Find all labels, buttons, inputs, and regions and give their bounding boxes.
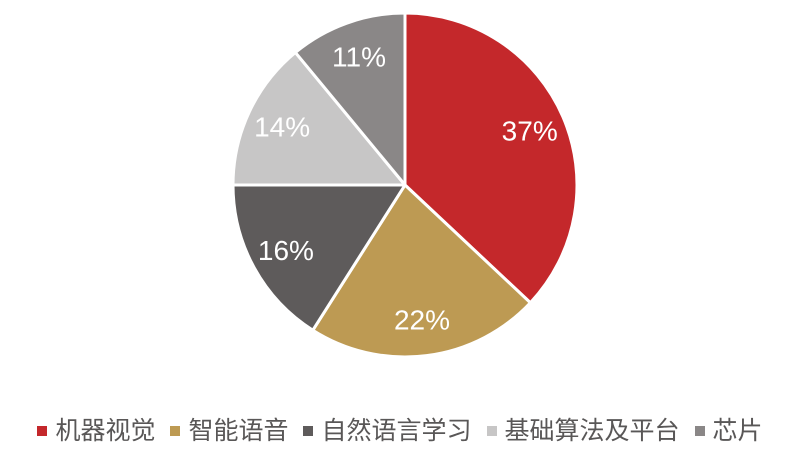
pie-slice <box>293 11 407 187</box>
pie-slice <box>231 50 407 187</box>
legend-swatch-icon <box>694 426 705 436</box>
legend-item: 智能语音 <box>170 415 288 448</box>
legend-label: 自然语言学习 <box>321 416 472 445</box>
pie-slice-label: 11% <box>332 42 386 73</box>
legend-item: 芯片 <box>694 415 763 448</box>
chart-legend: 机器视觉 智能语音 自然语言学习 基础算法及平台 芯片 <box>0 410 800 452</box>
legend-item: 机器视觉 <box>37 415 155 448</box>
legend-label: 智能语音 <box>188 416 289 445</box>
pie-slice <box>311 183 532 359</box>
pie-plot-area: 37% 22% 16% 14% 11% <box>231 11 579 359</box>
pie-slice-label: 16% <box>258 235 314 266</box>
pie-slice-label: 14% <box>254 112 310 143</box>
pie-slice <box>231 183 407 332</box>
pie-slice-label: 22% <box>394 304 450 335</box>
pie-slice <box>403 11 579 305</box>
legend-label: 基础算法及平台 <box>504 416 680 445</box>
legend-item: 基础算法及平台 <box>486 415 680 448</box>
legend-swatch-icon <box>303 426 314 436</box>
legend-swatch-icon <box>37 426 48 436</box>
legend-swatch-icon <box>486 426 497 436</box>
legend-swatch-icon <box>170 426 181 436</box>
pie-slice-label: 37% <box>502 116 558 147</box>
legend-item: 自然语言学习 <box>303 415 472 448</box>
legend-label: 机器视觉 <box>55 416 156 445</box>
legend-label: 芯片 <box>712 416 763 445</box>
pie-chart: 37% 22% 16% 14% 11% <box>231 11 579 359</box>
